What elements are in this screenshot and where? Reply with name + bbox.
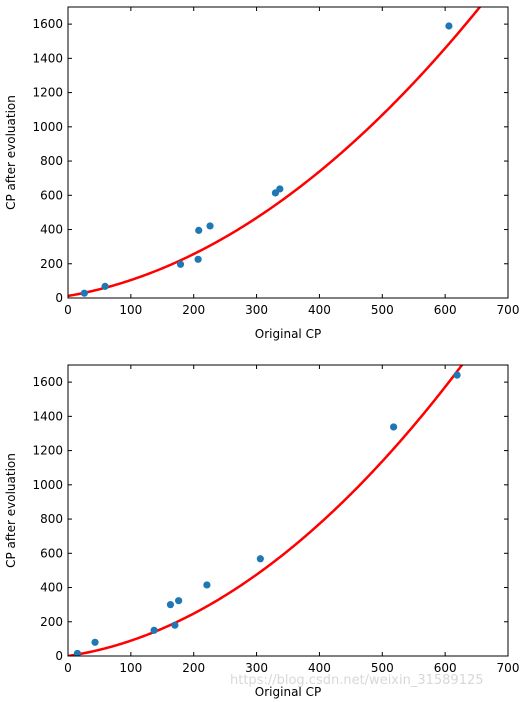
y-tick-label: 1000 — [32, 120, 63, 134]
chart-bottom: 0 100 200 300 400 500 600 700 0 200 400 600 800 1000 1… — [4, 364, 520, 699]
x-tick-label: 500 — [371, 661, 394, 675]
scatter-point — [276, 185, 284, 193]
scatter-point — [390, 423, 398, 431]
x-tick-label: 600 — [434, 303, 457, 317]
scatter-point — [445, 22, 453, 30]
x-tick-label: 400 — [308, 661, 331, 675]
y-tick-label: 400 — [40, 581, 63, 595]
scatter-point — [80, 289, 88, 297]
x-tick-label: 0 — [64, 303, 72, 317]
scatter-point — [150, 626, 158, 634]
y-tick-label: 400 — [40, 223, 63, 237]
x-tick-label: 100 — [119, 661, 142, 675]
scatter-point — [203, 581, 211, 589]
x-tick-label: 500 — [371, 303, 394, 317]
x-tick-label: 700 — [497, 661, 520, 675]
scatter-point — [171, 621, 179, 629]
y-tick-label: 1400 — [32, 409, 63, 423]
y-axis-label: CP after evoluation — [4, 453, 18, 568]
scatter-point — [91, 638, 99, 646]
chart-top: 0 100 200 300 400 500 600 700 0 200 400 600 800 1000 1… — [4, 6, 520, 341]
x-tick-label: 200 — [182, 303, 205, 317]
scatter-point — [206, 222, 214, 230]
y-tick-label: 800 — [40, 512, 63, 526]
y-tick-label: 600 — [40, 188, 63, 202]
y-tick-label: 200 — [40, 615, 63, 629]
scatter-point — [176, 260, 185, 268]
x-tick-label: 600 — [434, 661, 457, 675]
x-axis-label: Original CP — [255, 685, 321, 699]
axes-frame — [67, 6, 509, 299]
y-tick-label: 1200 — [32, 444, 63, 458]
scatter-point — [166, 601, 175, 609]
scatter-point — [453, 371, 461, 379]
y-tick-label: 0 — [55, 649, 63, 663]
y-tick-label: 1200 — [32, 86, 63, 100]
y-tick-label: 200 — [40, 257, 63, 271]
y-axis-label: CP after evoluation — [4, 95, 18, 210]
x-tick-label: 400 — [308, 303, 331, 317]
y-tick-label: 0 — [55, 291, 63, 305]
y-tick-label: 1000 — [32, 478, 63, 492]
scatter-point — [195, 226, 203, 234]
watermark-text: https://blog.csdn.net/weixin_31589125 — [230, 673, 484, 688]
y-tick-label: 1600 — [32, 17, 63, 31]
axes-frame — [67, 364, 509, 657]
scatter-point — [256, 555, 264, 563]
x-tick-label: 100 — [119, 303, 142, 317]
scatter-point — [73, 649, 82, 656]
y-tick-label: 600 — [40, 546, 63, 560]
scatter-point — [101, 282, 109, 290]
scatter-point — [175, 597, 183, 605]
x-tick-label: 0 — [64, 661, 72, 675]
y-tick-label: 1400 — [32, 51, 63, 65]
x-tick-label: 300 — [245, 661, 268, 675]
scatter-point — [194, 255, 202, 263]
x-axis-label: Original CP — [255, 327, 321, 341]
fit-curve-line — [68, 365, 464, 656]
y-tick-label: 1600 — [32, 375, 63, 389]
x-tick-label: 200 — [182, 661, 205, 675]
y-tick-label: 800 — [40, 154, 63, 168]
x-tick-label: 300 — [245, 303, 268, 317]
x-tick-label: 700 — [497, 303, 520, 317]
fit-curve-line — [68, 7, 482, 298]
